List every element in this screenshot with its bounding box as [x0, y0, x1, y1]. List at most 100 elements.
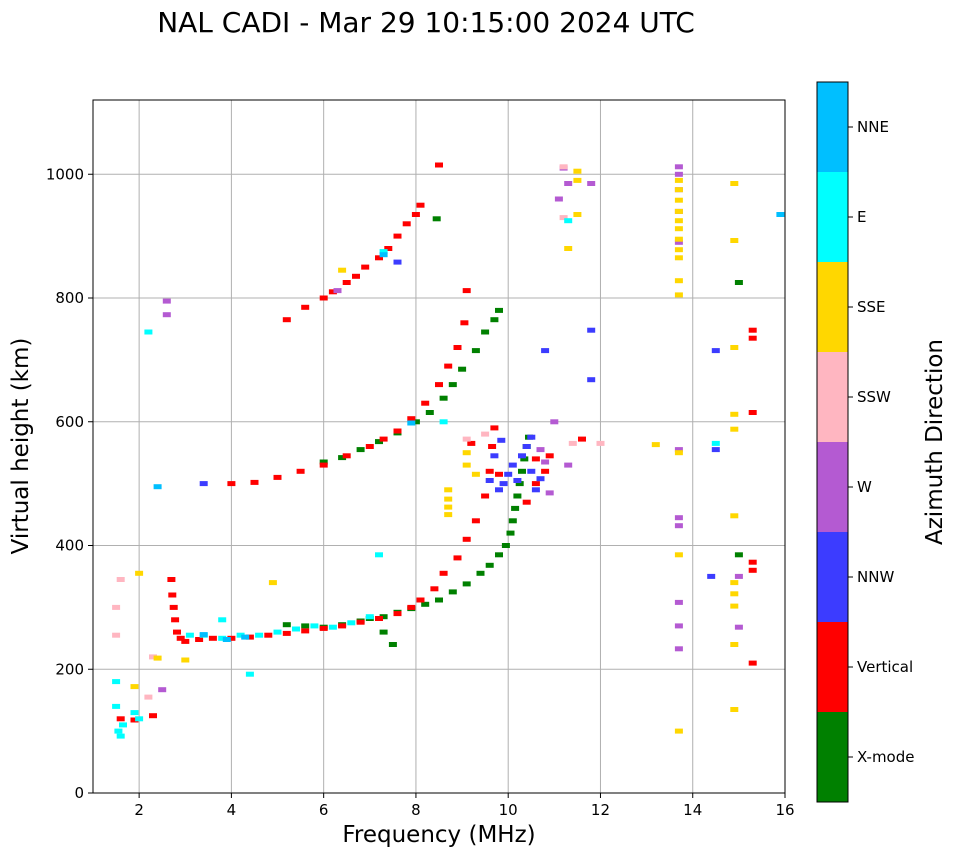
data-point	[255, 632, 264, 638]
data-point	[674, 523, 683, 529]
colorbar-segment	[817, 442, 848, 532]
data-point	[453, 555, 462, 561]
colorbar-segment	[817, 622, 848, 712]
data-point	[485, 478, 494, 483]
data-point	[301, 304, 310, 310]
data-point	[730, 642, 739, 647]
plot-area	[92, 99, 786, 794]
series-vertical	[116, 162, 757, 723]
data-point	[439, 570, 448, 576]
y-axis-ticks: 0 200 400 600 800 1000	[46, 165, 93, 802]
chart-title: NAL CADI - Mar 29 10:15:00 2024 UTC	[157, 6, 695, 39]
data-point	[564, 218, 573, 224]
colorbar-tick-label: SSW	[857, 388, 891, 406]
data-point	[218, 617, 227, 623]
data-point	[264, 632, 273, 638]
data-point	[531, 481, 540, 487]
x-tick-label: 10	[499, 801, 518, 819]
data-point	[448, 382, 457, 388]
data-point	[227, 481, 236, 487]
colorbar-segment	[817, 532, 848, 622]
data-point	[559, 164, 568, 170]
data-point	[444, 487, 453, 493]
data-point	[435, 162, 443, 168]
data-point	[748, 567, 757, 573]
x-tick-label: 4	[227, 801, 237, 819]
data-point	[564, 181, 573, 186]
data-point	[501, 543, 510, 548]
data-point	[674, 218, 683, 224]
data-point	[462, 436, 471, 442]
data-point	[149, 654, 157, 660]
data-point	[379, 249, 388, 255]
colorbar-label: Azimuth Direction	[922, 339, 948, 545]
y-tick-label: 200	[55, 660, 84, 678]
data-point	[734, 573, 743, 579]
data-point	[531, 456, 540, 462]
data-point	[462, 536, 471, 542]
data-points	[112, 162, 785, 739]
data-point	[541, 459, 550, 465]
data-point	[375, 616, 383, 621]
data-point	[674, 171, 683, 177]
data-point	[748, 660, 757, 666]
data-point	[511, 505, 520, 511]
data-point	[674, 187, 683, 193]
data-point	[112, 632, 121, 638]
data-point	[485, 468, 494, 474]
data-point	[776, 212, 785, 217]
data-point	[169, 604, 178, 610]
data-point	[453, 345, 462, 350]
data-point	[162, 312, 171, 318]
data-point	[495, 487, 503, 493]
colorbar-tick-label: Vertical	[857, 658, 913, 676]
data-point	[173, 629, 181, 635]
data-point	[506, 530, 515, 536]
x-axis-label: Frequency (MHz)	[342, 822, 535, 848]
data-point	[531, 487, 540, 493]
data-point	[730, 591, 739, 597]
data-point	[462, 581, 471, 587]
data-point	[268, 580, 277, 586]
data-point	[361, 264, 370, 270]
data-point	[481, 329, 490, 335]
data-point	[748, 335, 757, 341]
data-point	[208, 635, 217, 641]
data-point	[495, 552, 503, 558]
data-point	[199, 481, 208, 487]
data-point	[185, 632, 194, 638]
data-point	[250, 479, 259, 485]
data-point	[421, 400, 430, 406]
data-point	[674, 164, 683, 170]
data-point	[674, 623, 683, 629]
colorbar-segment	[817, 82, 848, 172]
data-point	[674, 599, 683, 605]
data-point	[522, 499, 531, 505]
colorbar-tick-label: W	[857, 478, 872, 496]
data-point	[222, 637, 231, 642]
data-point	[748, 559, 757, 565]
data-point	[181, 638, 190, 644]
colorbar-tick-label: X-mode	[857, 748, 914, 766]
data-point	[462, 462, 471, 468]
data-point	[241, 634, 250, 640]
x-axis-ticks: 2 4 6 8 10 12 14 16	[134, 793, 795, 819]
data-point	[153, 655, 162, 661]
series-e	[112, 218, 720, 739]
data-point	[319, 295, 328, 301]
data-point	[342, 453, 351, 459]
colorbar-segment	[817, 712, 848, 802]
data-point	[495, 471, 503, 477]
data-point	[504, 471, 513, 477]
data-point	[282, 317, 291, 323]
data-point	[227, 635, 236, 641]
data-point	[352, 273, 360, 279]
data-point	[651, 442, 660, 448]
data-point	[734, 624, 743, 630]
data-point	[444, 512, 453, 518]
data-point	[518, 453, 526, 459]
data-point	[282, 622, 291, 628]
data-point	[112, 604, 121, 610]
data-point	[559, 215, 568, 221]
data-point	[490, 317, 499, 323]
